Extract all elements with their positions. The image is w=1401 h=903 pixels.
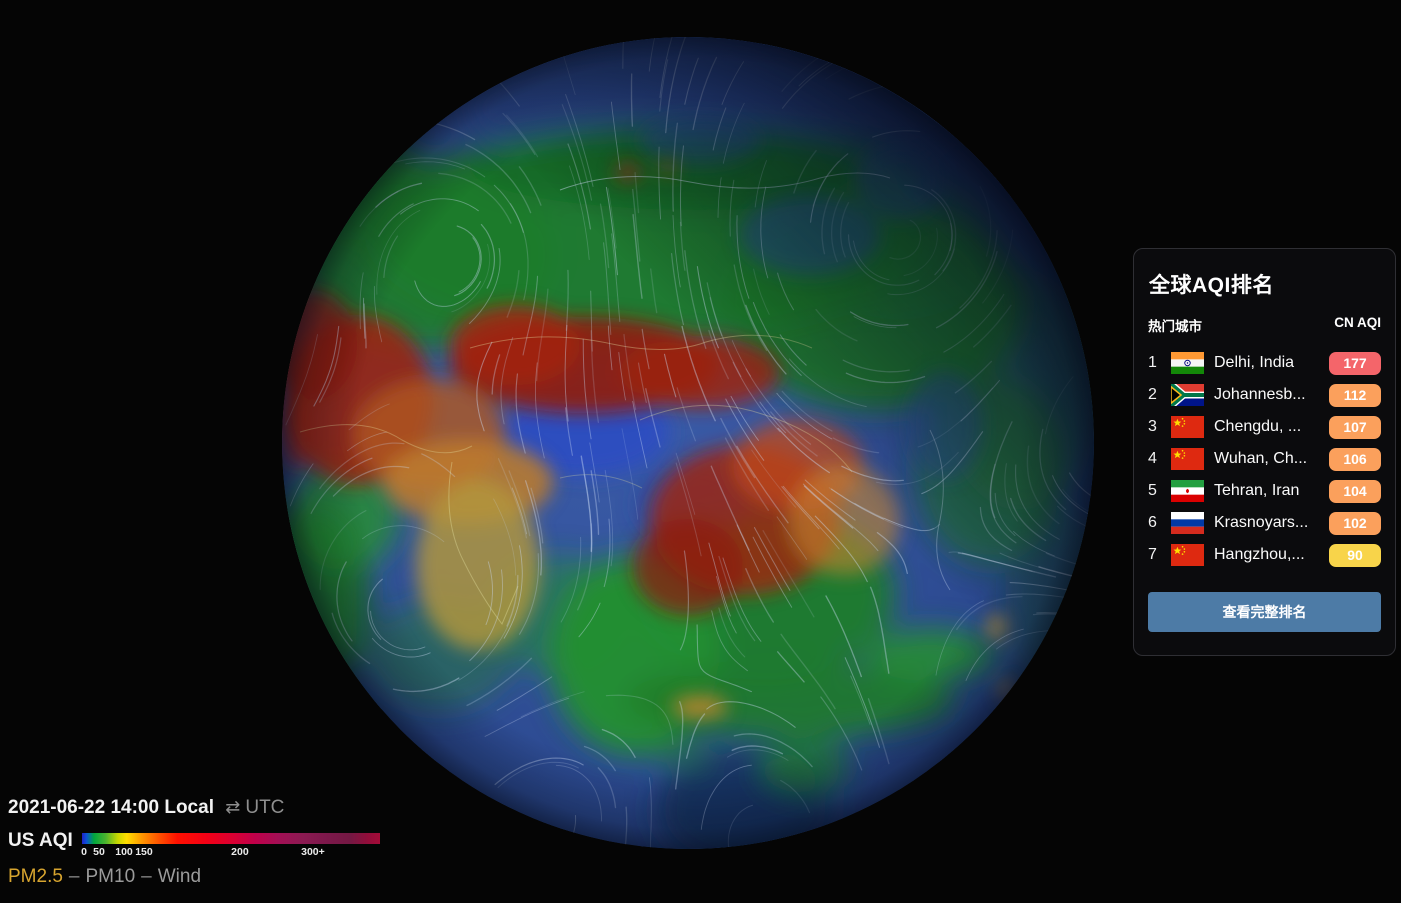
rank-number: 2	[1148, 386, 1171, 404]
layer-separator: –	[69, 866, 80, 887]
city-name: Tehran, Iran	[1214, 482, 1329, 500]
city-name: Chengdu, ...	[1214, 418, 1329, 436]
layer-separator: –	[141, 866, 152, 887]
country-flag-icon-cn	[1171, 448, 1204, 470]
scale-tick: 200	[231, 846, 249, 858]
layer-switcher: PM2.5– PM10– Wind	[8, 866, 428, 888]
rank-number: 1	[1148, 354, 1171, 372]
clock-row: 2021-06-22 14:00 Local ⇄ UTC	[8, 797, 428, 819]
city-name: Krasnoyars...	[1214, 514, 1329, 532]
col-header-value: CN AQI	[1334, 315, 1381, 335]
ranking-row[interactable]: 3 Chengdu, ... 107	[1148, 411, 1381, 443]
scale-tick: 150	[135, 846, 153, 858]
ranking-row[interactable]: 5 Tehran, Iran 104	[1148, 475, 1381, 507]
aqi-value-badge: 177	[1329, 352, 1381, 375]
ranking-row[interactable]: 4 Wuhan, Ch... 106	[1148, 443, 1381, 475]
country-flag-icon-cn	[1171, 544, 1204, 566]
ranking-row[interactable]: 7 Hangzhou,... 90	[1148, 539, 1381, 571]
aqi-scale: US AQI 0 50 100 150 200 300+	[8, 830, 428, 860]
country-flag-icon-ru	[1171, 512, 1204, 534]
aqi-scale-bar	[82, 833, 380, 844]
swap-arrows-icon: ⇄	[225, 797, 240, 817]
aqi-value-badge: 102	[1329, 512, 1381, 535]
utc-label: UTC	[245, 797, 284, 818]
country-flag-icon-za	[1171, 384, 1204, 406]
aqi-value-badge: 104	[1329, 480, 1381, 503]
city-name: Johannesb...	[1214, 386, 1329, 404]
ranking-panel: 全球AQI排名 热门城市 CN AQI 1 Delhi, India 177 2…	[1133, 248, 1396, 656]
scale-tick: 0	[81, 846, 87, 858]
ranking-rows: 1 Delhi, India 177 2 Johannesb... 112 3 …	[1148, 347, 1381, 571]
app-root: 2021-06-22 14:00 Local ⇄ UTC US AQI 0 50 10…	[0, 0, 1401, 903]
layer-pm10[interactable]: PM10	[86, 866, 136, 887]
rank-number: 6	[1148, 514, 1171, 532]
view-full-ranking-button[interactable]: 查看完整排名	[1148, 592, 1381, 632]
scale-tick: 50	[93, 846, 105, 858]
layer-pm25[interactable]: PM2.5	[8, 866, 63, 887]
ranking-columns: 热门城市 CN AQI	[1148, 315, 1381, 335]
clock-datetime: 2021-06-22 14:00 Local	[8, 797, 214, 818]
city-name: Wuhan, Ch...	[1214, 450, 1329, 468]
rank-number: 3	[1148, 418, 1171, 436]
aqi-scale-ticks: 0 50 100 150 200 300+	[82, 846, 380, 859]
layer-wind[interactable]: Wind	[158, 866, 201, 887]
city-name: Hangzhou,...	[1214, 546, 1329, 564]
country-flag-icon-in	[1171, 352, 1204, 374]
map-legend: 2021-06-22 14:00 Local ⇄ UTC US AQI 0 50 10…	[8, 797, 428, 888]
ranking-row[interactable]: 6 Krasnoyars... 102	[1148, 507, 1381, 539]
scale-label: US AQI	[8, 830, 73, 851]
ranking-row[interactable]: 1 Delhi, India 177	[1148, 347, 1381, 379]
col-header-city: 热门城市	[1148, 315, 1202, 335]
scale-tick: 100	[115, 846, 133, 858]
aqi-value-badge: 112	[1329, 384, 1381, 407]
country-flag-icon-ir	[1171, 480, 1204, 502]
city-name: Delhi, India	[1214, 354, 1329, 372]
rank-number: 7	[1148, 546, 1171, 564]
globe-vignette	[282, 37, 1094, 849]
aqi-value-badge: 90	[1329, 544, 1381, 567]
rank-number: 5	[1148, 482, 1171, 500]
ranking-row[interactable]: 2 Johannesb... 112	[1148, 379, 1381, 411]
country-flag-icon-cn	[1171, 416, 1204, 438]
scale-tick: 300+	[301, 846, 325, 858]
aqi-value-badge: 107	[1329, 416, 1381, 439]
ranking-title: 全球AQI排名	[1149, 269, 1381, 299]
local-utc-toggle[interactable]: ⇄ UTC	[225, 797, 284, 818]
aqi-value-badge: 106	[1329, 448, 1381, 471]
rank-number: 4	[1148, 450, 1171, 468]
